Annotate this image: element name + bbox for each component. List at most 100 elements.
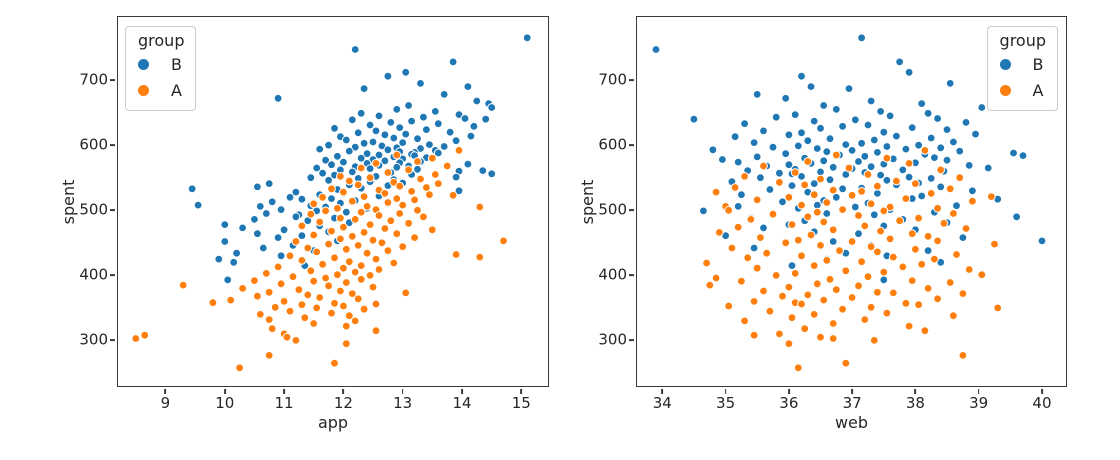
legend-item-a: A — [138, 77, 184, 103]
data-point-b — [882, 175, 892, 185]
data-point-a — [309, 230, 319, 240]
data-point-a — [433, 179, 443, 189]
data-point-b — [330, 123, 339, 133]
data-point-a — [401, 288, 411, 298]
data-point-b — [806, 82, 816, 91]
data-point-b — [949, 137, 958, 147]
data-point-a — [250, 276, 259, 286]
data-point-b — [291, 187, 301, 197]
data-point-a — [330, 358, 339, 368]
data-point-b — [892, 131, 901, 141]
data-point-a — [907, 276, 917, 286]
data-point-a — [392, 150, 402, 160]
data-point-b — [374, 111, 384, 121]
data-point-a — [993, 303, 1003, 313]
data-point-a — [923, 231, 933, 241]
data-point-b — [377, 141, 387, 151]
data-point-a — [888, 252, 898, 262]
data-point-a — [371, 326, 381, 336]
data-point-a — [380, 224, 390, 233]
data-point-a — [964, 265, 974, 274]
data-point-a — [318, 259, 328, 269]
data-point-a — [255, 310, 265, 319]
data-point-b — [797, 71, 806, 81]
data-point-a — [968, 196, 977, 206]
data-point-a — [907, 229, 917, 239]
data-point-a — [901, 298, 911, 308]
data-point-b — [250, 215, 259, 224]
data-point-a — [775, 177, 784, 187]
x-tick-label: 14 — [452, 394, 472, 412]
data-point-b — [264, 179, 274, 189]
data-point-b — [857, 33, 867, 43]
data-point-b — [971, 129, 980, 139]
data-point-a — [341, 339, 351, 349]
x-tick-mark — [914, 389, 917, 394]
data-point-a — [368, 282, 378, 292]
data-point-b — [876, 170, 886, 180]
data-point-a — [733, 222, 743, 232]
data-point-b — [187, 184, 197, 194]
data-point-b — [383, 145, 393, 155]
data-point-a — [303, 290, 313, 300]
data-point-a — [844, 163, 854, 173]
data-point-a — [816, 174, 825, 184]
data-point-a — [752, 195, 762, 205]
data-point-b — [469, 121, 479, 131]
data-point-a — [315, 293, 325, 302]
data-point-a — [847, 293, 857, 302]
data-point-a — [828, 334, 838, 343]
x-tick-mark — [977, 389, 980, 394]
data-point-b — [759, 126, 768, 136]
data-point-b — [344, 146, 354, 156]
data-point-a — [324, 281, 334, 291]
x-tick-label: 38 — [905, 394, 925, 412]
data-point-a — [413, 157, 422, 166]
data-point-b — [404, 101, 414, 110]
x-tick-mark — [724, 389, 727, 394]
data-point-b — [752, 152, 762, 162]
data-point-b — [276, 251, 286, 261]
data-point-a — [863, 272, 873, 282]
data-point-a — [297, 256, 307, 265]
data-point-a — [140, 330, 150, 340]
data-point-a — [882, 153, 892, 163]
x-tick-mark — [787, 389, 790, 394]
data-point-a — [958, 289, 968, 299]
data-point-a — [828, 319, 838, 328]
data-point-b — [781, 93, 791, 103]
data-point-a — [356, 261, 366, 271]
data-point-a — [828, 225, 838, 235]
data-point-b — [232, 248, 241, 258]
data-point-b — [350, 45, 360, 54]
data-point-b — [433, 119, 443, 129]
data-point-b — [819, 101, 829, 110]
legend-label-a: A — [1032, 80, 1044, 100]
data-point-a — [822, 198, 832, 207]
data-point-a — [835, 246, 844, 256]
data-point-a — [724, 301, 734, 311]
data-point-b — [898, 165, 908, 175]
data-point-a — [330, 298, 339, 308]
data-point-b — [699, 206, 708, 216]
data-point-a — [131, 334, 141, 343]
legend-label-a: A — [171, 80, 182, 100]
data-point-b — [374, 150, 384, 160]
legend-label-b: B — [1032, 54, 1044, 74]
data-point-a — [303, 243, 313, 253]
data-point-b — [401, 129, 411, 139]
data-point-a — [882, 308, 892, 318]
legend-swatch-a-icon — [138, 84, 149, 96]
data-point-b — [765, 185, 775, 194]
data-point-b — [964, 161, 974, 170]
data-point-b — [339, 157, 348, 167]
data-point-a — [986, 192, 996, 202]
data-point-a — [914, 300, 924, 310]
data-point-a — [282, 332, 292, 342]
data-point-b — [917, 191, 927, 201]
data-point-a — [759, 286, 768, 296]
data-point-b — [936, 182, 946, 192]
x-tick-label: 12 — [333, 394, 353, 412]
data-point-a — [380, 189, 390, 198]
data-point-a — [273, 262, 283, 272]
